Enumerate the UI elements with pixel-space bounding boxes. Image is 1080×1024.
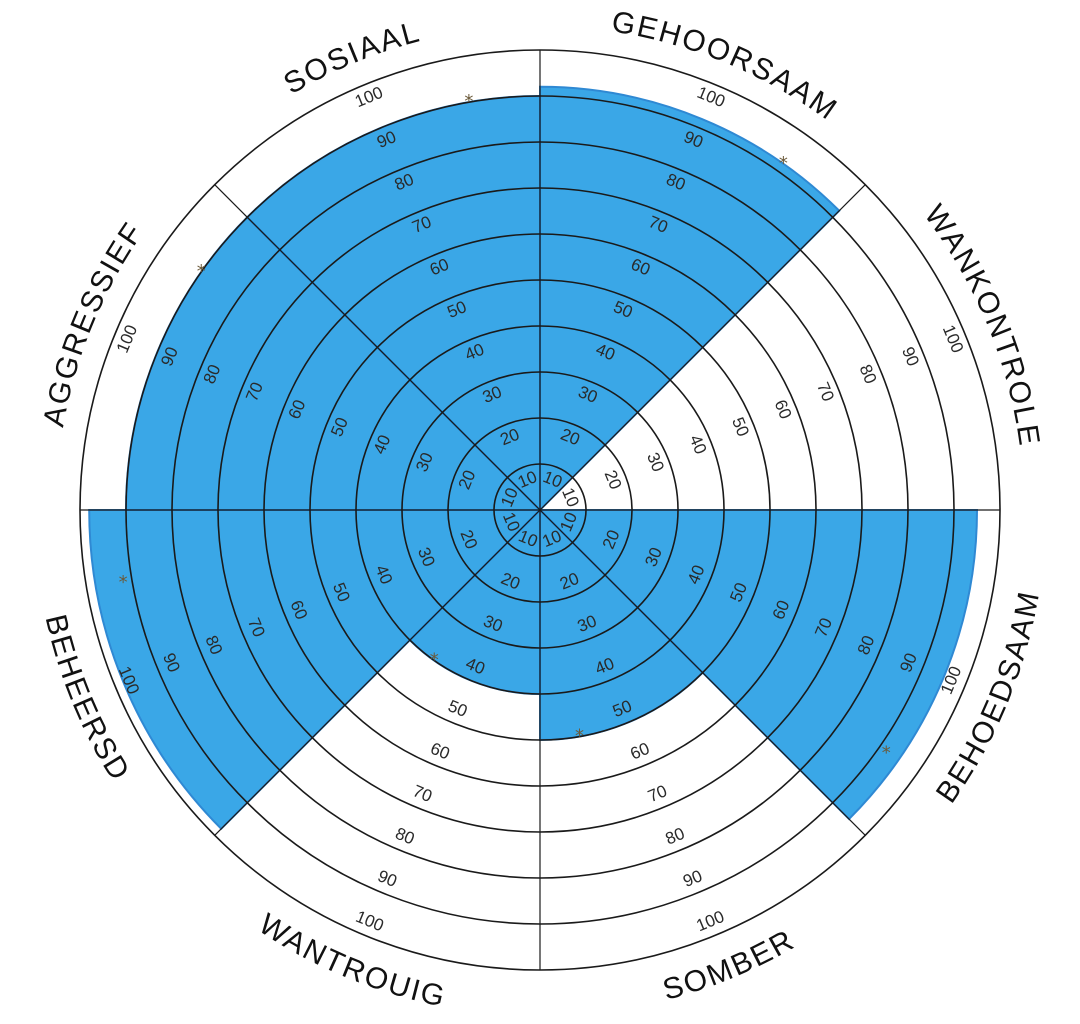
tick-label: 70 [813,379,838,404]
tick-label: 100 [353,907,386,935]
spoke [539,509,866,836]
tick-label: 60 [771,397,796,422]
value-marker: * [119,572,128,593]
spoke [214,184,541,511]
value-marker: * [575,726,584,747]
tick-label: 70 [645,781,670,806]
category-label-wankontrole: WANKONTROLE [918,199,1046,449]
tick-label: 20 [601,467,626,492]
tick-label: 90 [680,866,705,891]
tick-label: 80 [856,362,881,387]
tick-label: 80 [663,824,688,849]
category-label-wantrouig: WANTROUIG [253,908,449,1014]
spoke [214,509,541,836]
category-label-sosiaal: SOSIAAL [278,15,424,101]
tick-label: 100 [694,907,727,935]
value-marker: * [779,153,788,174]
value-marker: * [882,742,891,763]
tick-label: 60 [428,739,453,764]
tick-label: 50 [728,415,753,440]
tick-label: 50 [445,696,470,721]
tick-label: 90 [375,866,400,891]
tick-label: 30 [643,450,668,475]
value-marker: * [464,91,473,112]
wedge-gehoorsaam [539,85,841,513]
tick-label: 90 [898,344,923,369]
tick-label: 60 [627,739,652,764]
spoke [539,184,866,511]
chart-markers: * * * * * * * [119,91,891,763]
tick-label: 40 [686,432,711,457]
tick-label: 70 [410,781,435,806]
wedge-behoedsaam [537,509,979,821]
value-marker: * [197,261,206,282]
value-marker: * [430,650,439,671]
chart-spokes [80,50,1000,970]
category-label-somber: SOMBER [659,923,800,1007]
tick-label: 80 [393,824,418,849]
